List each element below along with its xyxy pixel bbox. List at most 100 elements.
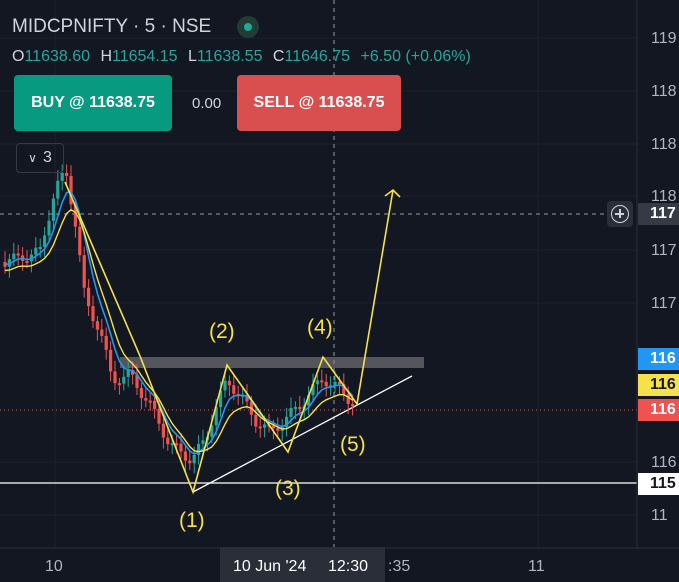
candle-body	[82, 255, 86, 288]
candle-body	[337, 381, 341, 385]
change-value: +6.50 (+0.06%)	[360, 48, 471, 65]
candle-body	[161, 423, 165, 438]
candle-body	[25, 260, 29, 263]
candle-body	[34, 247, 38, 255]
candle-body	[78, 226, 82, 256]
candle-body	[131, 369, 135, 375]
ema-blue-price-badge: 116	[638, 348, 679, 370]
wave-arrow-head-icon	[384, 188, 401, 198]
symbol-header[interactable]: MIDCPNIFTY · 5 · NSE	[12, 16, 260, 38]
candle-body	[100, 329, 104, 336]
candle-body	[139, 387, 143, 399]
candle-body	[104, 335, 108, 350]
ohlc-legend: O11638.60 H11654.15 L11638.55 C11646.75 …	[12, 48, 471, 66]
time-label: 10	[45, 558, 63, 575]
candle-body	[109, 349, 113, 372]
symbol-title: MIDCPNIFTY · 5 · NSE	[12, 16, 212, 37]
candle-body	[183, 451, 187, 461]
chevron-down-icon: ∨	[28, 151, 37, 165]
candle-body	[60, 172, 64, 181]
close-label: C	[272, 48, 285, 65]
candle-body	[56, 180, 60, 199]
crosshair-time-label: 12:30	[328, 558, 369, 575]
ema-yellow-price-badge: 116	[638, 374, 679, 396]
price-label: 118	[651, 188, 677, 205]
crosshair-price-badge: 117	[638, 203, 679, 225]
wave-label-4: (4)	[307, 316, 333, 339]
low-value: 11638.55	[196, 48, 263, 65]
ema-yellow-line	[4, 208, 354, 453]
price-label: 118	[651, 83, 677, 100]
candle-body	[135, 374, 139, 388]
candle-body	[170, 443, 174, 446]
close-value: 11646.75	[284, 48, 351, 65]
price-label: 11	[651, 507, 668, 524]
sell-button[interactable]: SELL @ 11638.75	[237, 75, 401, 131]
price-label: 117	[651, 242, 677, 259]
candle-body	[192, 454, 196, 464]
candle-body	[232, 385, 236, 394]
low-label: L	[188, 48, 197, 65]
candle-body	[258, 426, 262, 429]
candle-body	[293, 406, 297, 409]
price-label: 118	[651, 136, 677, 153]
candle-body	[263, 424, 267, 428]
candle-body	[73, 204, 77, 227]
candle-body	[43, 235, 47, 247]
candle-body	[342, 384, 346, 395]
elliott-wave-path[interactable]	[64, 181, 394, 495]
candle-body	[69, 175, 73, 205]
candle-body	[47, 220, 51, 236]
candle-body	[38, 246, 42, 249]
candle-body	[227, 380, 231, 386]
candle-body	[311, 384, 315, 396]
candle-body	[351, 404, 355, 407]
candle-body	[122, 376, 126, 384]
candle-body	[223, 380, 227, 391]
price-label: 117	[651, 295, 677, 312]
candle-body	[315, 380, 319, 385]
candle-body	[148, 400, 152, 403]
candle-body	[12, 253, 16, 260]
candle-body	[113, 371, 117, 384]
candle-body	[7, 259, 11, 267]
ema-blue-line	[4, 190, 354, 455]
candle-body	[201, 440, 205, 444]
high-label: H	[100, 48, 113, 65]
candlestick-series	[3, 164, 355, 474]
high-value: 11654.15	[112, 48, 178, 65]
candle-body	[271, 425, 275, 429]
candle-body	[320, 380, 324, 383]
trend-line[interactable]	[192, 375, 413, 493]
candle-body	[333, 381, 337, 386]
candle-body	[285, 416, 289, 428]
candle-body	[214, 407, 218, 426]
candle-body	[245, 394, 249, 402]
crosshair-time-badge	[220, 547, 385, 582]
candle-body	[179, 443, 183, 452]
market-open-dot-icon	[237, 16, 260, 38]
spread-value: 0.00	[192, 95, 222, 112]
open-value: 11638.60	[24, 48, 90, 65]
candle-body	[276, 428, 280, 431]
price-label: 116	[651, 454, 677, 471]
indicator-count: 3	[42, 149, 52, 166]
wave-label-1: (1)	[179, 509, 205, 532]
crosshair-date-label: 10 Jun '24	[233, 558, 307, 575]
candle-body	[87, 287, 91, 307]
add-crosshair-button[interactable]	[607, 201, 633, 227]
candle-body	[254, 414, 258, 427]
resistance-zone[interactable]	[120, 357, 424, 368]
candle-body	[144, 398, 148, 401]
candle-body	[289, 408, 293, 417]
candle-body	[126, 369, 130, 377]
candle-body	[219, 390, 223, 408]
buy-button[interactable]: BUY @ 11638.75	[14, 75, 172, 131]
candle-body	[153, 400, 157, 409]
price-label: 119	[651, 30, 677, 47]
indicator-collapse-button[interactable]: ∨ 3	[16, 143, 64, 173]
candle-body	[188, 460, 192, 464]
candle-body	[210, 425, 214, 437]
candle-body	[29, 254, 33, 262]
